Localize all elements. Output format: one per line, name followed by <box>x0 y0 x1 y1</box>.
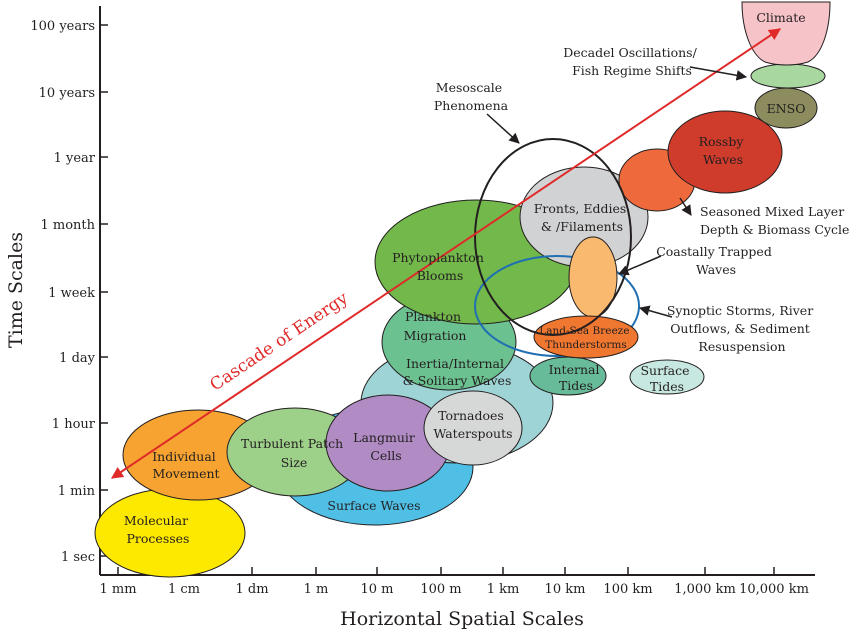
x-tick-label: 100 m <box>420 582 461 597</box>
label-line: Surface Waves <box>327 498 420 513</box>
label-line: Phenomena <box>434 98 509 113</box>
label-line: Phytoplankton <box>392 250 484 265</box>
x-tick-label: 1 m <box>304 582 329 597</box>
y-tick-label: 1 month <box>40 218 95 233</box>
plankton-migration-label: Plankton Migration <box>404 309 467 343</box>
fronts-eddies-label: Fronts, Eddies & /Filaments <box>534 201 631 234</box>
x-ticks <box>117 567 775 575</box>
label-line: Langmuir <box>353 430 415 445</box>
label-line: Size <box>281 455 308 470</box>
label-line: Migration <box>404 328 467 343</box>
y-tick-labels: 1 sec 1 min 1 hour 1 day 1 week 1 month … <box>30 19 95 565</box>
y-tick-label: 1 year <box>54 151 96 166</box>
x-tick-labels: 1 mm 1 cm 1 dm 1 m 10 m 100 m 1 km 10 km… <box>99 582 808 597</box>
synoptic-storms-callout: Synoptic Storms, River Outflows, & Sedim… <box>667 303 817 354</box>
label-line: Synoptic Storms, River <box>667 303 813 318</box>
label-line: Tides <box>559 378 593 393</box>
x-tick-label: 10 km <box>545 582 586 597</box>
label-line: Blooms <box>417 268 464 283</box>
decadal-oscillations-ellipse <box>750 63 826 89</box>
mixed-layer-callout: Seasoned Mixed Layer Depth & Biomass Cyc… <box>700 204 850 237</box>
phytoplankton-label: Phytoplankton Blooms <box>392 250 488 283</box>
label-line: Inertia/Internal <box>406 356 504 371</box>
label-line: Waves <box>696 262 736 277</box>
molecular-processes-label: Molecular Processes <box>124 513 192 546</box>
x-tick-label: 100 km <box>603 582 652 597</box>
label-line: Movement <box>152 466 219 481</box>
y-tick-label: 1 day <box>59 351 95 366</box>
y-tick-label: 1 week <box>48 286 95 301</box>
label-line: Decadel Oscillations/ <box>563 45 697 60</box>
x-tick-label: 1 dm <box>235 582 268 597</box>
label-line: Land-Sea Breeze <box>539 325 629 337</box>
enso-label: ENSO <box>767 101 806 116</box>
label-line: Mesoscale <box>436 80 502 95</box>
decadal-pointer <box>689 66 748 81</box>
label-line: Rossby <box>699 134 745 149</box>
cascade-of-energy-label: Cascade of Energy <box>207 288 353 395</box>
y-tick-label: 1 sec <box>61 550 95 565</box>
label-line: Depth & Biomass Cycles <box>700 222 850 237</box>
y-axis-title: Time Scales <box>5 232 27 348</box>
land-sea-breeze-label: Land-Sea Breeze Thunderstorms <box>539 325 633 351</box>
label-line: Resuspension <box>698 339 785 354</box>
turbulent-patch-label: Turbulent Patch Size <box>241 436 347 470</box>
label-line: Surface <box>640 363 689 378</box>
label-line: Fronts, Eddies <box>534 201 627 216</box>
y-tick-label: 1 min <box>58 484 96 499</box>
mixed-layer-pointer <box>679 197 692 216</box>
internal-tides-label: Internal Tides <box>549 362 604 393</box>
label-line: Waterspouts <box>433 426 512 441</box>
individual-movement-label: Individual Movement <box>152 449 220 481</box>
rossby-waves-label: Rossby Waves <box>699 134 748 167</box>
coastally-trapped-callout: Coastally Trapped Waves <box>656 244 776 277</box>
decadal-callout: Decadel Oscillations/ Fish Regime Shifts <box>563 45 701 78</box>
label-line: Thunderstorms <box>545 339 627 351</box>
label-line: & Solitary Waves <box>403 373 512 388</box>
label-line: Internal <box>549 362 600 377</box>
label-line: & /Filaments <box>541 219 623 234</box>
label-line: Fish Regime Shifts <box>572 63 692 78</box>
mesoscale-callout: Mesoscale Phenomena <box>434 80 509 113</box>
label-line: Seasoned Mixed Layer <box>700 204 844 219</box>
label-line: Plankton <box>405 309 461 324</box>
label-line: Coastally Trapped <box>656 244 772 259</box>
tornadoes-label: Tornadoes Waterspouts <box>433 408 512 441</box>
x-tick-label: 1 cm <box>168 582 200 597</box>
x-tick-label: 10 m <box>360 582 393 597</box>
x-axis-title: Horizontal Spatial Scales <box>340 608 584 630</box>
land-sea-breeze-ellipse <box>533 315 639 359</box>
cascade-of-energy-arrow <box>111 28 781 479</box>
label-line: Waves <box>703 152 743 167</box>
x-tick-label: 1 km <box>487 582 520 597</box>
label-line: Turbulent Patch <box>241 436 343 451</box>
climate-label: Climate <box>756 10 805 25</box>
label-line: Tornadoes <box>438 408 504 423</box>
label-line: Molecular <box>124 513 188 528</box>
y-tick-label: 10 years <box>39 86 95 101</box>
x-tick-label: 10,000 km <box>739 582 809 597</box>
surface-tides-label: Surface Tides <box>640 363 693 394</box>
y-ticks <box>100 24 108 557</box>
y-tick-label: 1 hour <box>52 417 96 432</box>
coastally-trapped-pointer <box>618 255 662 276</box>
label-line: Individual <box>152 449 216 464</box>
synoptic-storms-pointer <box>638 305 673 318</box>
label-line: Tides <box>650 379 684 394</box>
label-line: Processes <box>127 531 190 546</box>
x-tick-label: 1,000 km <box>674 582 736 597</box>
x-tick-label: 1 mm <box>99 582 136 597</box>
inertia-internal-label: Inertia/Internal & Solitary Waves <box>403 356 512 388</box>
label-line: Outflows, & Sediment <box>670 321 810 336</box>
surface-waves-label: Surface Waves <box>327 498 420 513</box>
mesoscale-pointer <box>486 113 520 144</box>
y-tick-label: 100 years <box>30 19 95 34</box>
label-line: Cells <box>370 448 401 463</box>
langmuir-cells-label: Langmuir Cells <box>353 430 419 463</box>
